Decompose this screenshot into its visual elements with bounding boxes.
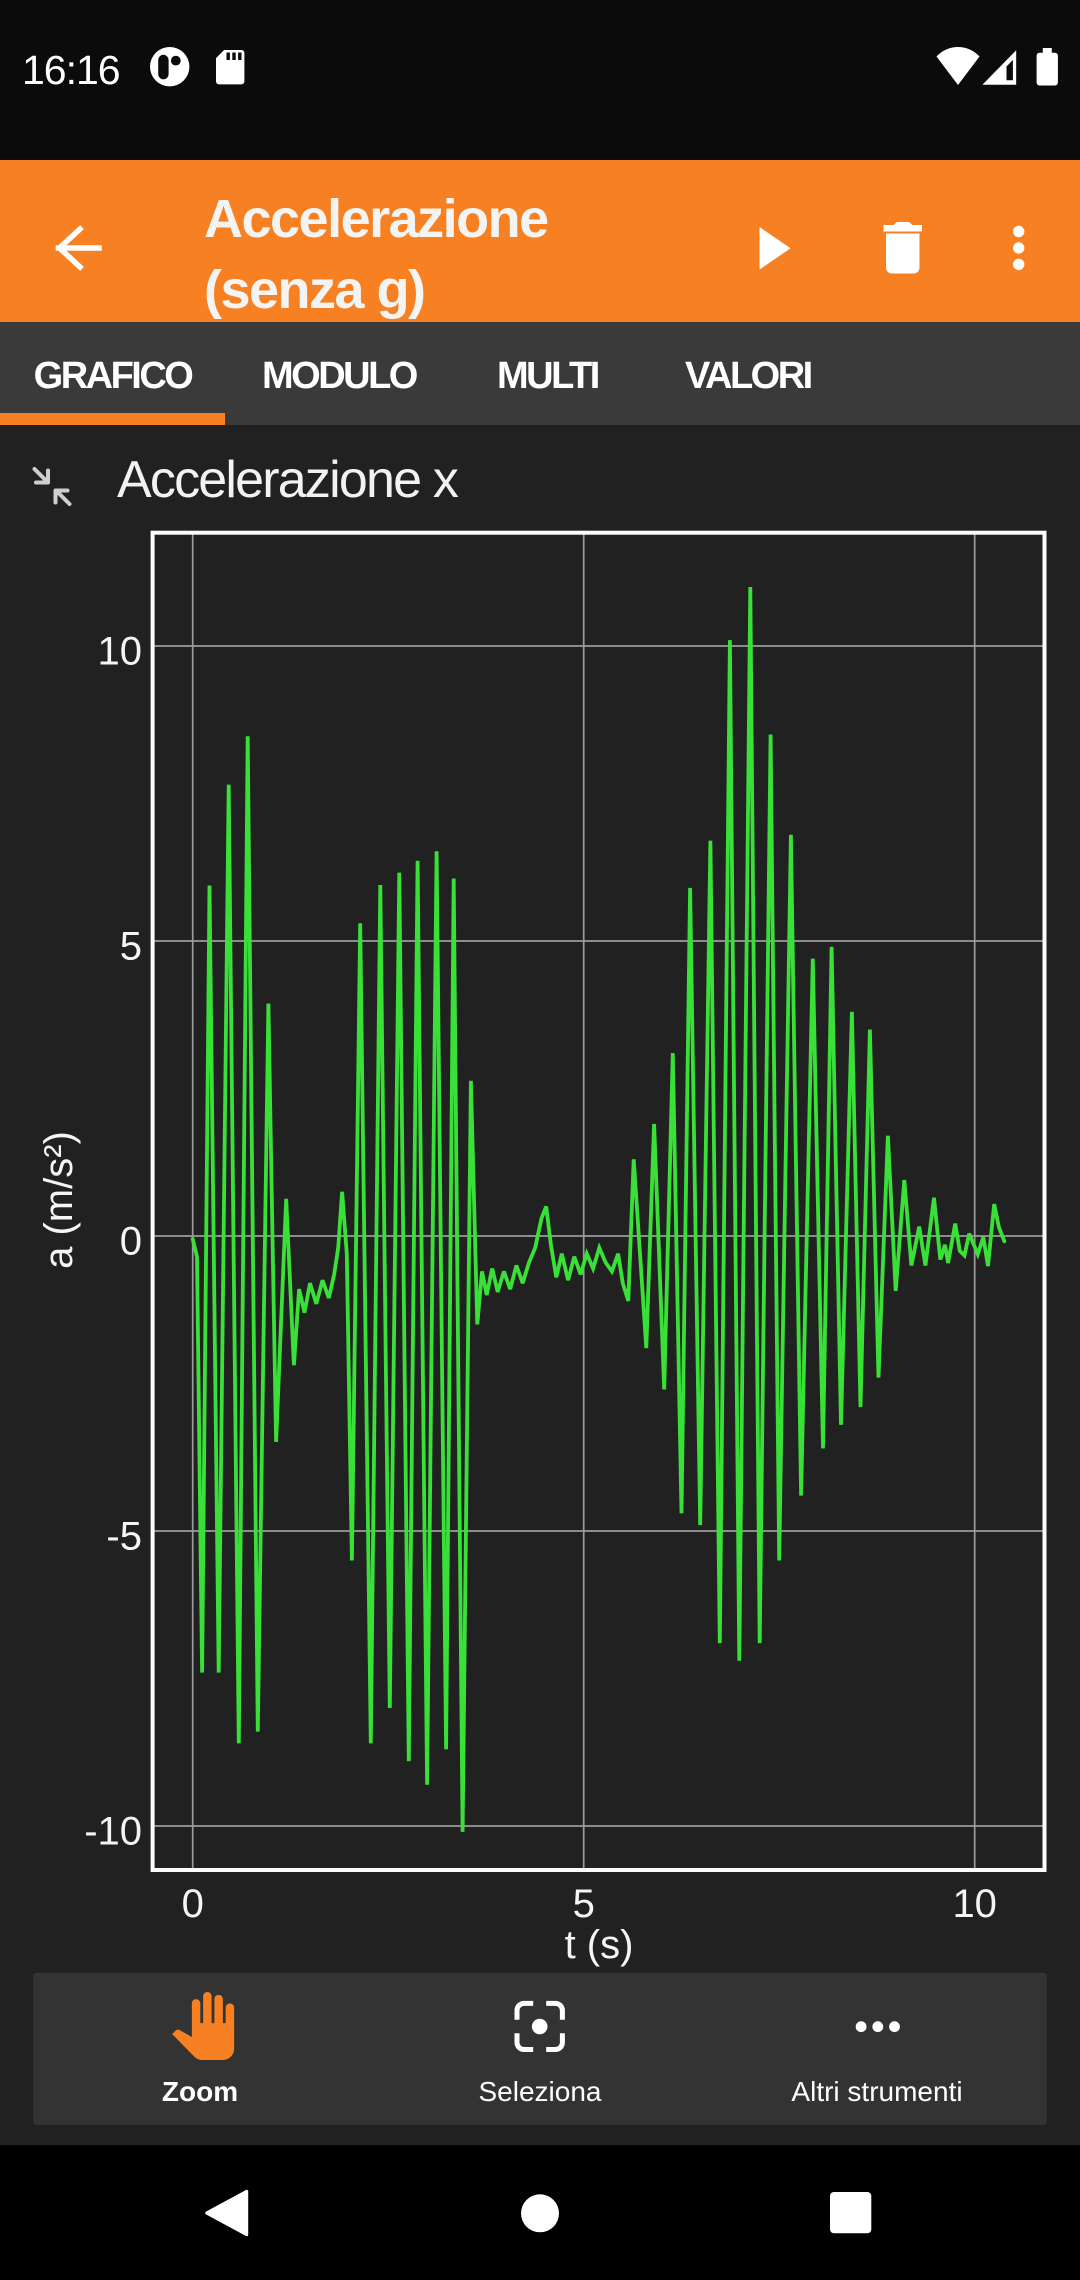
svg-text:t (s): t (s) <box>565 1923 634 1967</box>
svg-text:0: 0 <box>182 1882 204 1926</box>
svg-text:5: 5 <box>573 1882 595 1926</box>
svg-text:0: 0 <box>120 1220 142 1264</box>
svg-text:10: 10 <box>952 1882 997 1926</box>
svg-text:5: 5 <box>120 925 142 969</box>
svg-text:-5: -5 <box>106 1515 142 1559</box>
svg-text:10: 10 <box>98 630 143 674</box>
svg-text:a (m/s²): a (m/s²) <box>37 1131 81 1269</box>
svg-text:-10: -10 <box>84 1810 142 1854</box>
